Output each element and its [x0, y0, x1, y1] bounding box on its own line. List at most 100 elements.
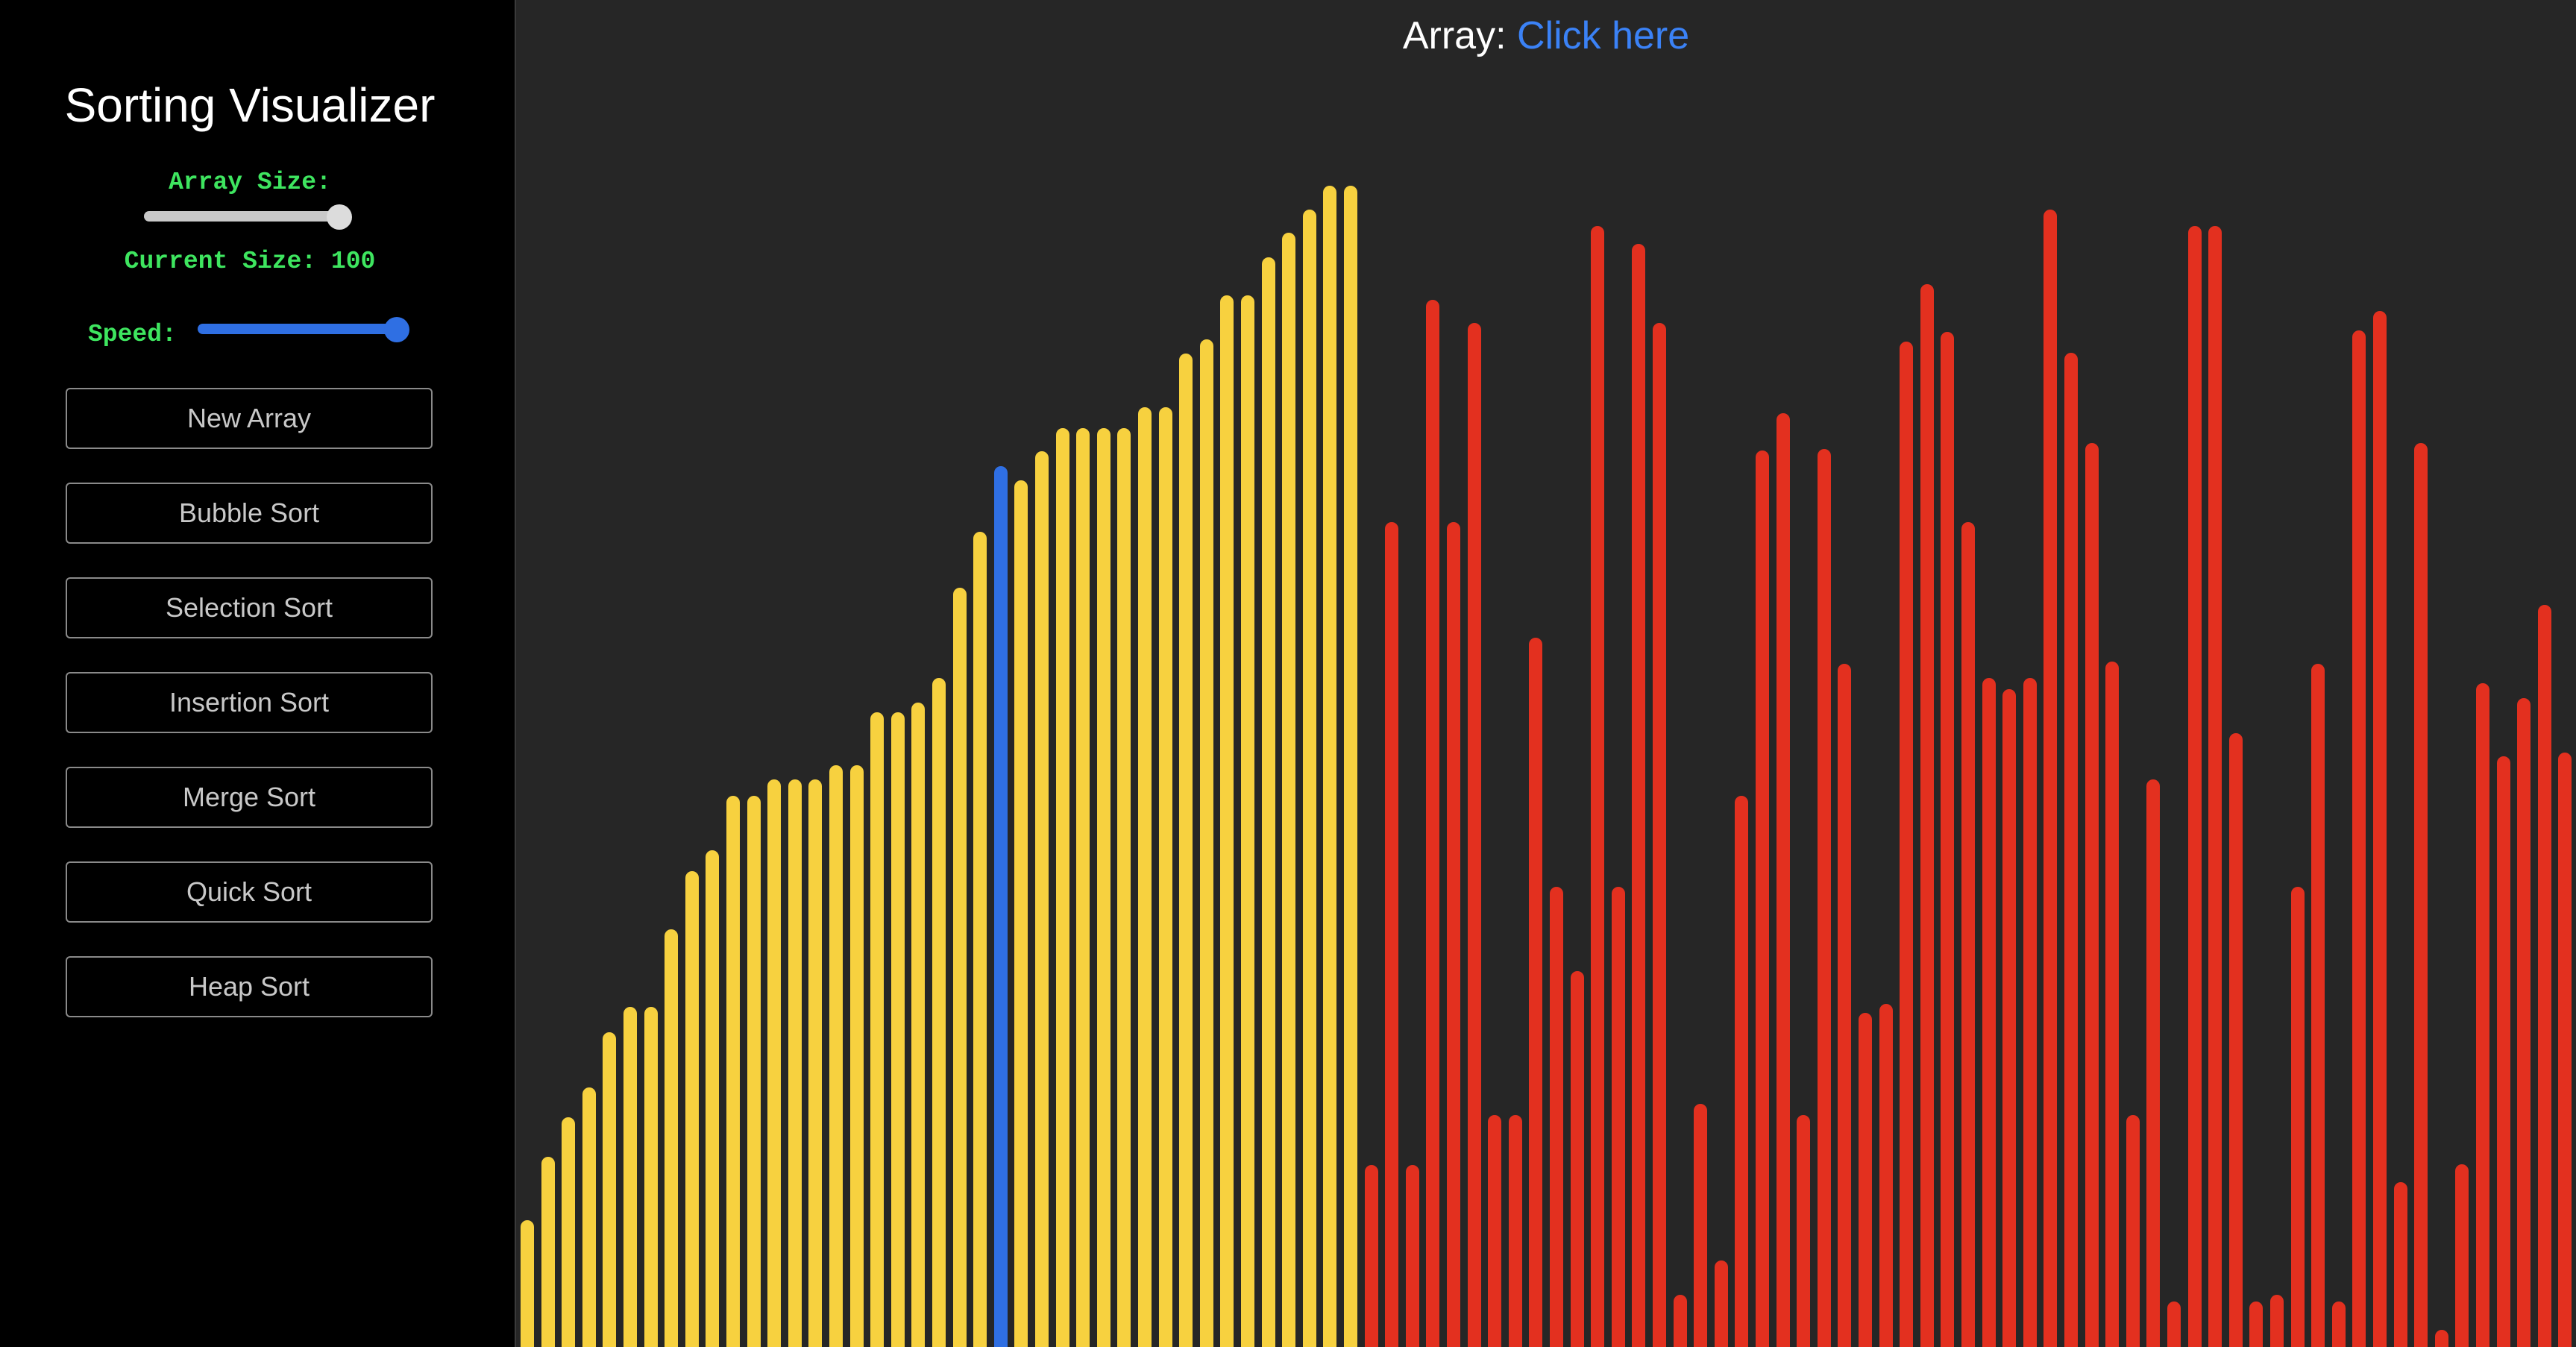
- array-bar: [1405, 1165, 1419, 1347]
- array-bar: [1261, 257, 1275, 1347]
- speed-label: Speed:: [88, 321, 177, 348]
- array-bar: [2187, 226, 2202, 1347]
- array-bar: [2476, 683, 2489, 1347]
- quick-sort-button[interactable]: Quick Sort: [66, 861, 433, 923]
- array-bar: [1900, 342, 1914, 1347]
- array-size-label: Array Size:: [169, 169, 331, 196]
- array-header: Array: Click here: [516, 13, 2576, 58]
- array-bar: [726, 796, 740, 1347]
- array-bar: [1158, 407, 1172, 1347]
- array-size-slider[interactable]: [144, 211, 342, 222]
- array-bar: [2208, 226, 2222, 1347]
- array-bar: [1817, 449, 1831, 1347]
- array-bar: [1529, 638, 1543, 1347]
- array-bar: [911, 703, 926, 1347]
- array-bar: [2043, 210, 2058, 1347]
- insertion-sort-button[interactable]: Insertion Sort: [66, 672, 433, 733]
- array-bar: [890, 712, 905, 1347]
- merge-sort-button[interactable]: Merge Sort: [66, 767, 433, 828]
- array-bar: [2496, 756, 2510, 1347]
- array-bar: [1570, 971, 1584, 1347]
- array-bar: [1076, 428, 1090, 1347]
- array-bar: [808, 779, 823, 1347]
- array-bar: [2393, 1182, 2407, 1347]
- speed-slider[interactable]: [198, 324, 403, 334]
- array-bar: [1673, 1295, 1687, 1347]
- array-bar: [2352, 330, 2366, 1347]
- array-size-slider-thumb[interactable]: [327, 204, 352, 230]
- array-bar: [1920, 284, 1934, 1347]
- array-bar: [1879, 1004, 1893, 1347]
- array-bar: [849, 765, 864, 1347]
- array-bar: [1961, 522, 1975, 1347]
- array-header-prefix: Array:: [1402, 14, 1507, 57]
- array-bar: [1055, 428, 1069, 1347]
- array-bar: [2167, 1302, 2181, 1347]
- array-bar: [2290, 887, 2305, 1347]
- array-bar: [1447, 522, 1460, 1347]
- array-bar: [829, 765, 843, 1347]
- array-bar: [706, 850, 720, 1347]
- array-bar: [2331, 1302, 2346, 1347]
- array-link[interactable]: Click here: [1516, 14, 1690, 57]
- array-bar: [644, 1007, 658, 1347]
- array-bar: [1014, 480, 1028, 1347]
- array-bar: [1550, 887, 1563, 1347]
- heap-sort-button[interactable]: Heap Sort: [66, 956, 433, 1017]
- array-bar: [1364, 1165, 1378, 1347]
- array-bar: [1426, 300, 1440, 1347]
- array-bar: [1323, 186, 1337, 1347]
- app-title: Sorting Visualizer: [64, 78, 436, 132]
- array-bar: [788, 779, 802, 1347]
- array-bar: [1117, 428, 1131, 1347]
- array-bar: [1344, 186, 1357, 1347]
- array-bar: [2434, 1330, 2448, 1347]
- array-bar: [952, 588, 967, 1347]
- array-bar: [2311, 664, 2325, 1347]
- array-bar: [2537, 605, 2551, 1347]
- array-bar: [541, 1157, 555, 1347]
- bubble-sort-button[interactable]: Bubble Sort: [66, 483, 433, 544]
- array-bar: [1488, 1115, 1502, 1347]
- new-array-button[interactable]: New Array: [66, 388, 433, 449]
- array-bar: [1282, 233, 1296, 1347]
- array-bar: [1714, 1260, 1728, 1347]
- array-bar: [2517, 698, 2531, 1347]
- array-bar: [2064, 353, 2078, 1347]
- array-bar: [1467, 323, 1481, 1347]
- array-bar: [2146, 779, 2161, 1347]
- array-bar: [1199, 339, 1213, 1347]
- array-bar: [1508, 1115, 1522, 1347]
- array-bar: [2105, 662, 2120, 1347]
- array-bar: [1653, 323, 1666, 1347]
- array-bar: [1982, 678, 1996, 1347]
- array-bar: [993, 466, 1008, 1347]
- array-bar: [1941, 332, 1955, 1347]
- array-bar: [973, 532, 987, 1347]
- array-bar: [562, 1117, 576, 1347]
- array-bars: [518, 0, 2576, 1347]
- array-bar: [2002, 689, 2017, 1347]
- array-bar: [2249, 1302, 2264, 1347]
- array-bar: [1241, 295, 1254, 1347]
- array-bar: [1756, 450, 1769, 1347]
- array-bar: [2085, 443, 2099, 1347]
- array-bar: [1138, 407, 1152, 1347]
- array-bar: [2270, 1295, 2284, 1347]
- array-bar: [1179, 354, 1193, 1347]
- array-bar: [1302, 210, 1316, 1347]
- speed-slider-thumb[interactable]: [384, 317, 409, 342]
- array-bar: [1632, 244, 1646, 1347]
- selection-sort-button[interactable]: Selection Sort: [66, 577, 433, 638]
- array-bar: [665, 929, 679, 1347]
- sidebar: Sorting Visualizer Array Size: Current S…: [0, 0, 516, 1347]
- array-bar: [1838, 664, 1852, 1347]
- array-bar: [623, 1007, 637, 1347]
- array-bar: [1735, 796, 1749, 1347]
- array-bar: [1694, 1104, 1708, 1347]
- array-bar: [932, 678, 946, 1347]
- array-bar: [2414, 443, 2428, 1347]
- array-bar: [2023, 678, 2037, 1347]
- array-bar: [1797, 1115, 1811, 1347]
- array-bar: [685, 871, 699, 1347]
